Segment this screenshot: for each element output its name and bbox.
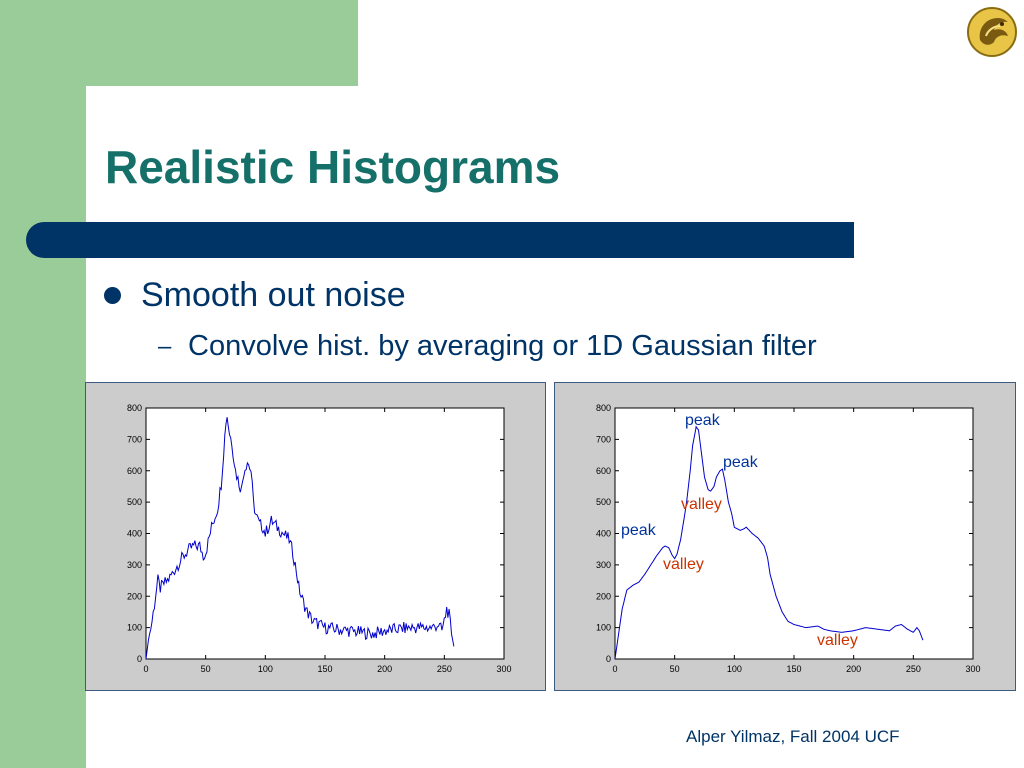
bullet-text: Smooth out noise	[141, 276, 406, 314]
x-tick-label: 50	[670, 664, 680, 674]
x-tick-label: 300	[496, 664, 511, 674]
footer-credit: Alper Yilmaz, Fall 2004 UCF	[686, 727, 900, 746]
y-tick-label: 500	[596, 497, 611, 507]
sub-bullet-text: Convolve hist. by averaging or 1D Gaussi…	[188, 330, 817, 362]
y-tick-label: 800	[127, 403, 142, 413]
x-tick-label: 0	[612, 664, 617, 674]
x-tick-label: 300	[965, 664, 980, 674]
y-tick-label: 100	[596, 623, 611, 633]
valley-annotation: valley	[663, 556, 704, 573]
raw-histogram-chart: 0 50 100 150 200 250 300 0 100 200 300 400 500 600 700…	[127, 403, 512, 674]
left-green-bar	[0, 0, 86, 768]
y-tick-label: 300	[596, 560, 611, 570]
y-tick-label: 400	[596, 529, 611, 539]
raw-histogram-figure: 0 50 100 150 200 250 300 0 100 200 300 400 500 600 700…	[85, 382, 546, 691]
y-tick-label: 300	[127, 560, 142, 570]
title-underline-band	[26, 222, 854, 258]
x-tick-label: 150	[786, 664, 801, 674]
x-tick-label: 200	[846, 664, 861, 674]
histogram-line	[614, 425, 924, 660]
peak-annotation: peak	[685, 412, 721, 429]
smoothed-histogram-figure: 0 50 100 150 200 250 300 0 100 200 300 400 500 600 700…	[554, 382, 1016, 691]
histogram-line	[145, 417, 455, 660]
y-tick-label: 100	[127, 623, 142, 633]
sub-bullet-item: – Convolve hist. by averaging or 1D Gaus…	[158, 330, 817, 363]
y-tick-label: 700	[127, 434, 142, 444]
smoothed-histogram-chart: 0 50 100 150 200 250 300 0 100 200 300 400 500 600 700…	[596, 403, 981, 674]
x-tick-label: 250	[906, 664, 921, 674]
y-tick-label: 0	[137, 654, 142, 664]
top-green-block	[0, 0, 358, 86]
x-tick-label: 100	[258, 664, 273, 674]
plot-area	[614, 407, 974, 660]
y-tick-label: 200	[596, 591, 611, 601]
bullet-item: Smooth out noise	[104, 276, 406, 315]
y-tick-label: 0	[606, 654, 611, 664]
y-tick-label: 600	[127, 466, 142, 476]
x-tick-label: 200	[377, 664, 392, 674]
y-tick-label: 800	[596, 403, 611, 413]
peak-annotation: peak	[621, 522, 657, 539]
x-tick-label: 150	[317, 664, 332, 674]
x-tick-label: 100	[727, 664, 742, 674]
peak-annotation: peak	[723, 454, 759, 471]
slide-title: Realistic Histograms	[105, 141, 561, 193]
x-tick-label: 250	[437, 664, 452, 674]
plot-area	[145, 407, 505, 660]
valley-annotation: valley	[681, 496, 722, 513]
y-tick-label: 600	[596, 466, 611, 476]
x-tick-label: 0	[143, 664, 148, 674]
y-tick-label: 200	[127, 591, 142, 601]
y-tick-label: 500	[127, 497, 142, 507]
valley-annotation: valley	[817, 632, 858, 649]
bullet-dot-icon	[104, 287, 121, 304]
y-tick-label: 400	[127, 529, 142, 539]
sub-bullet-dash: –	[158, 332, 172, 360]
ucf-pegasus-logo-icon	[967, 7, 1017, 57]
x-tick-label: 50	[201, 664, 211, 674]
y-tick-label: 700	[596, 434, 611, 444]
